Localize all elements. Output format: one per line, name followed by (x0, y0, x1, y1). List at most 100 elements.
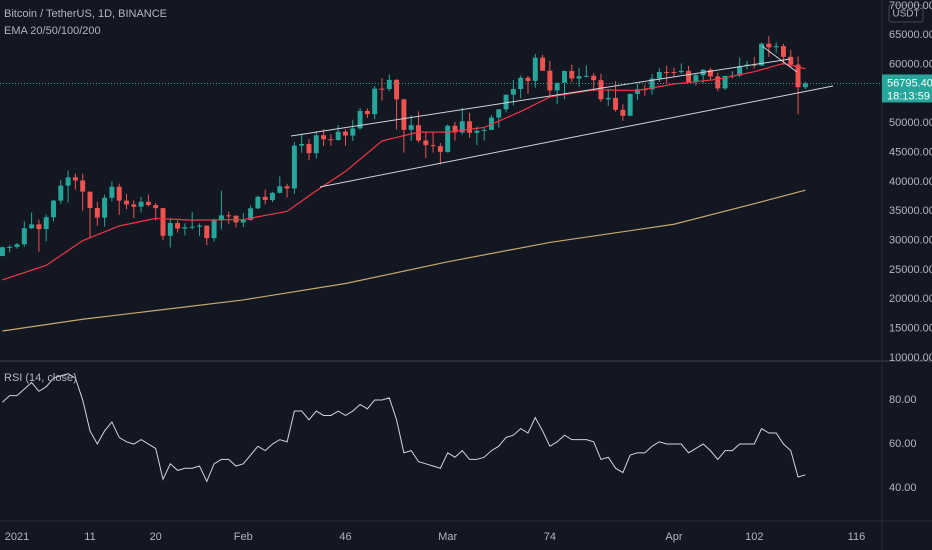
candle-body (58, 185, 64, 201)
currency-box[interactable] (888, 4, 924, 23)
candle-body (7, 246, 13, 248)
candle-body (394, 79, 400, 100)
chart-title: Bitcoin / TetherUS, 1D, BINANCE (4, 8, 167, 20)
candle-body (415, 125, 421, 141)
y-tick-label: 60000.00 (889, 59, 932, 71)
candle-body (707, 69, 713, 77)
candle-body (693, 75, 699, 82)
candle-body (197, 225, 202, 227)
candle-body (437, 146, 443, 152)
candle-body (277, 186, 283, 193)
channel-lower (319, 85, 834, 188)
candle-body (175, 223, 181, 229)
candle-body (649, 78, 655, 90)
candle-body (561, 71, 567, 83)
candle-body (167, 223, 173, 236)
candle-body (328, 139, 334, 141)
rsi-line (2, 373, 806, 483)
candle-body (576, 76, 582, 79)
y-tick-label: 20000.00 (889, 293, 932, 305)
candle-body (715, 76, 721, 89)
candle-body (131, 204, 137, 207)
candle-body (357, 110, 363, 129)
candle-body (138, 201, 144, 207)
candle-body (401, 99, 407, 130)
candle-body (605, 97, 611, 100)
candle-body (481, 129, 487, 131)
candle-body (620, 109, 626, 116)
candle-body (671, 72, 677, 74)
candle-body (102, 197, 108, 218)
candle-body (459, 121, 465, 133)
candle-body (116, 186, 122, 201)
candle-body (145, 201, 151, 206)
x-tick-label: 20 (150, 531, 162, 543)
candle-body (613, 97, 619, 110)
candle-body (379, 88, 385, 90)
y-tick-label: 40000.00 (889, 176, 932, 188)
candle-body (496, 109, 502, 118)
y-tick-label: 40.00 (889, 482, 917, 494)
candle-body (211, 220, 217, 239)
x-tick-label: Apr (665, 531, 682, 543)
channel-upper (290, 58, 791, 137)
y-tick-label: 45000.00 (889, 147, 932, 159)
candle-body (569, 71, 575, 79)
trend-arrow (761, 45, 798, 73)
candle-body (474, 130, 480, 133)
candle-body (510, 88, 516, 95)
candle-body (14, 244, 20, 247)
indicator-title: EMA 20/50/100/200 (4, 25, 101, 37)
candle-body (467, 121, 473, 133)
candle-body (189, 226, 195, 228)
x-tick-label: 74 (544, 531, 556, 543)
y-tick-label: 65000.00 (889, 29, 932, 41)
candle-body (291, 145, 297, 189)
candle-body (43, 217, 49, 230)
candle-body (182, 227, 188, 229)
currency: USDT (892, 9, 919, 20)
x-tick-label: Feb (234, 531, 253, 543)
candle-body (445, 125, 451, 152)
x-tick-label: 102 (745, 531, 763, 543)
candle-body (773, 46, 779, 48)
candle-body (656, 72, 662, 79)
candle-body (540, 57, 546, 71)
candle-body (36, 224, 42, 230)
y-tick-label: 60.00 (889, 438, 917, 450)
candle-body (270, 192, 275, 201)
y-tick-label: 50000.00 (889, 117, 932, 129)
candle-body (262, 196, 268, 201)
y-tick-label: 15000.00 (889, 323, 932, 335)
candle-body (87, 191, 93, 209)
candle-body (525, 77, 531, 81)
candle-body (124, 200, 129, 205)
candle-body (313, 135, 319, 154)
candle-body (226, 215, 232, 217)
candle-body (547, 70, 553, 91)
x-tick-label: 116 (848, 531, 866, 543)
candle-body (554, 82, 560, 91)
candle-body (240, 219, 246, 223)
candle-body (350, 128, 356, 136)
candle-body (686, 70, 692, 82)
candle-body (51, 200, 56, 218)
candle-body (109, 186, 115, 198)
candle-body (160, 208, 166, 236)
x-tick-label: 46 (339, 531, 351, 543)
candle-body (218, 215, 224, 221)
candle-body (321, 135, 327, 140)
candle-body (452, 125, 458, 133)
y-tick-label: 30000.00 (889, 235, 932, 247)
last-price-label: 56795.40 (887, 77, 932, 89)
candle-body (364, 110, 370, 115)
candle-body (21, 228, 27, 245)
x-tick-label: 2021 (5, 531, 29, 543)
y-tick-label: 35000.00 (889, 205, 932, 217)
candle-body (583, 75, 589, 77)
candle-body (0, 247, 5, 257)
candle-body (408, 125, 414, 130)
candle-body (780, 46, 786, 57)
